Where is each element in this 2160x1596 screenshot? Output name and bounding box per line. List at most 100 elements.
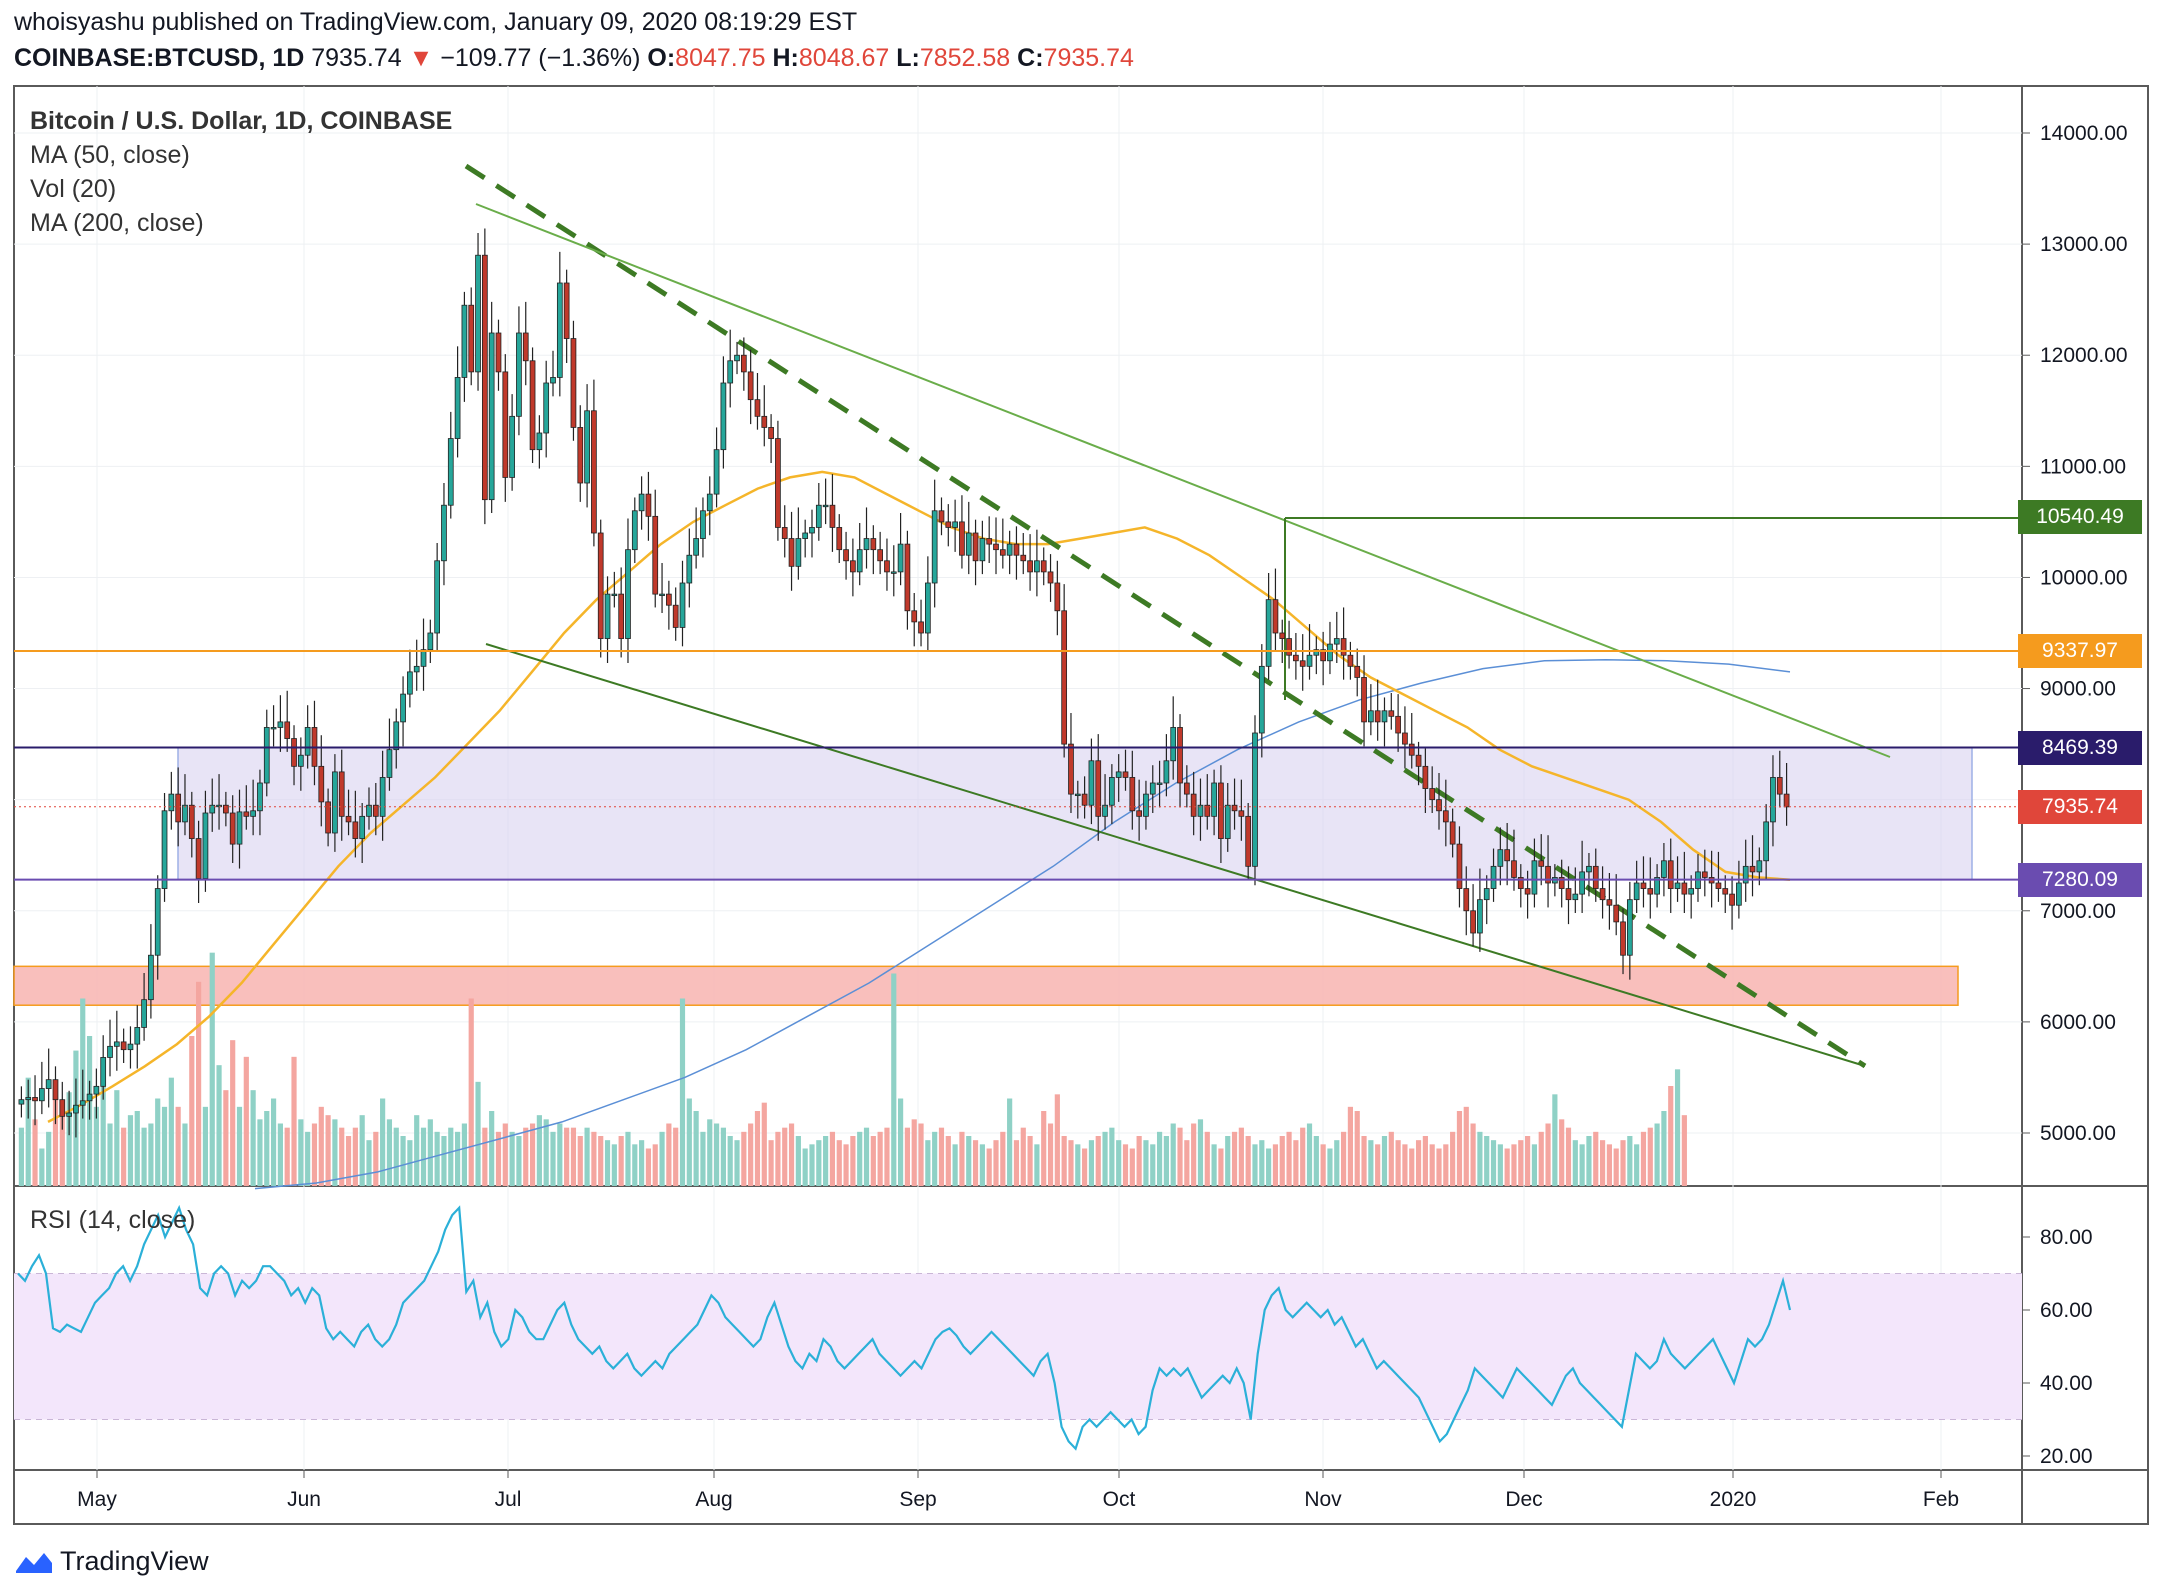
candle-body (1592, 865, 1599, 889)
volume-bar (161, 1106, 168, 1186)
volume-bar (1634, 1144, 1640, 1186)
volume-bar (1579, 1144, 1585, 1186)
candle-body (509, 415, 515, 478)
candle-body (502, 371, 509, 478)
volume-bar (1593, 1131, 1599, 1186)
volume-bar (1122, 1144, 1129, 1186)
low-label: L: (896, 44, 920, 72)
candle-body (740, 354, 747, 373)
candle-body (52, 1079, 59, 1101)
legend-ma50[interactable]: MA (50, close) (30, 141, 190, 169)
candle-body (1429, 788, 1436, 801)
candle-body (1640, 882, 1647, 889)
candle-body (93, 1085, 100, 1095)
volume-bar (1497, 1144, 1503, 1186)
volume-bar (1075, 1144, 1081, 1186)
volume-bar (557, 1123, 563, 1186)
volume-bar (823, 1136, 829, 1186)
legend-ma200[interactable]: MA (200, close) (30, 209, 204, 237)
candle-body (522, 332, 529, 362)
volume-bar (543, 1119, 549, 1186)
candle-body (202, 812, 209, 879)
candle-body (713, 449, 720, 495)
legend-rsi[interactable]: RSI (14, close) (30, 1206, 196, 1234)
volume-bar (1559, 1119, 1565, 1186)
volume-bar (1293, 1140, 1299, 1186)
volume-bar (816, 1140, 822, 1186)
candle-body (761, 415, 768, 428)
volume-bar (1177, 1127, 1183, 1186)
candle-body (1333, 638, 1340, 645)
volume-bar (168, 1077, 174, 1186)
candle-body (393, 721, 400, 751)
candle-body (877, 549, 883, 562)
volume-bar (1443, 1144, 1449, 1186)
candle-body (113, 1041, 120, 1047)
candle-body (277, 721, 284, 728)
candle-body (1149, 782, 1156, 795)
candle-body (1511, 860, 1517, 878)
time-tick-label: Dec (1505, 1488, 1542, 1511)
candle-body (1354, 665, 1361, 678)
candle-body (666, 593, 672, 606)
candle-body (925, 582, 931, 634)
legend-volume[interactable]: Vol (20) (30, 175, 117, 203)
volume-bar (1279, 1136, 1285, 1186)
volume-bar (393, 1127, 399, 1186)
volume-bar (986, 1148, 992, 1186)
volume-bar (202, 1106, 209, 1186)
candle-body (1238, 810, 1245, 817)
lower-channel-line (485, 643, 1866, 1067)
candle-body (154, 888, 161, 956)
time-tick-label: Feb (1923, 1488, 1959, 1511)
volume-bar (1654, 1123, 1660, 1186)
volume-bar (1136, 1136, 1142, 1186)
candle-body (1068, 743, 1074, 795)
candle-body (1006, 543, 1013, 556)
volume-bar (604, 1140, 611, 1186)
volume-bar (754, 1111, 761, 1186)
candle-body (141, 999, 147, 1028)
volume-bar (1218, 1148, 1224, 1186)
candle-body (1313, 649, 1320, 656)
brand-label[interactable]: TradingView (60, 1546, 209, 1576)
symbol-label[interactable]: COINBASE:BTCUSD, 1D (14, 44, 305, 72)
volume-bar (1450, 1131, 1456, 1186)
volume-bar (870, 1136, 876, 1186)
high-value: 8048.67 (798, 44, 890, 72)
volume-bar (932, 1131, 938, 1186)
volume-bar (270, 1098, 277, 1186)
candle-body (1170, 727, 1177, 762)
candle-body (1613, 904, 1620, 923)
volume-bar (632, 1144, 638, 1186)
candle-body (1586, 865, 1592, 873)
candle-body (1490, 865, 1497, 889)
candle-body (229, 812, 236, 845)
volume-bar (788, 1123, 795, 1186)
candle-body (379, 777, 386, 817)
volume-bar (59, 1106, 65, 1186)
ma200-line (254, 658, 1791, 1190)
candle-body (679, 582, 686, 628)
volume-bar (1375, 1144, 1381, 1186)
candle-body (938, 510, 945, 523)
candle-body (1136, 810, 1142, 817)
volume-bar (52, 1098, 59, 1186)
volume-bar (107, 1123, 113, 1186)
volume-bar (1041, 1111, 1047, 1186)
range-zone (177, 746, 1973, 881)
candle-body (1218, 782, 1224, 839)
volume-bar (1095, 1136, 1101, 1186)
volume-bar (700, 1131, 706, 1186)
volume-bar (1272, 1144, 1279, 1186)
volume-bar (536, 1115, 542, 1186)
time-axis[interactable]: May Jun Jul Aug Sep Oct Nov Dec 2020 Feb (77, 1470, 1959, 1511)
candle-body (870, 538, 877, 551)
volume-bar (236, 1106, 243, 1186)
volume-bar (1531, 1144, 1538, 1186)
candle-body (1299, 660, 1306, 667)
volume-bar (686, 1098, 692, 1186)
candle-body (1040, 560, 1047, 573)
rsi-line (17, 1204, 1792, 1451)
